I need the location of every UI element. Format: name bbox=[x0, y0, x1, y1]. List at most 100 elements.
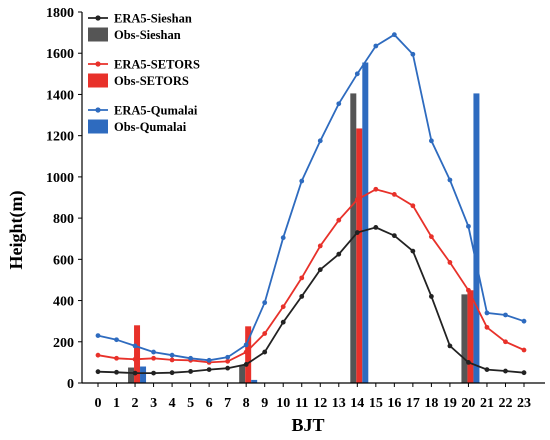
line-era5-setors bbox=[97, 188, 525, 364]
bar-obs-setors bbox=[134, 325, 141, 383]
x-tick-label: 1 bbox=[113, 396, 120, 411]
point-era5-setors bbox=[95, 352, 101, 358]
x-tick-label: 5 bbox=[187, 396, 194, 411]
legend: ERA5-Sieshan Obs-Sieshan ERA5-SETORS Obs-SE… bbox=[88, 12, 200, 134]
x-tick-label: 2 bbox=[132, 396, 139, 411]
point-era5-sieshan bbox=[521, 370, 527, 376]
x-tick-label: 18 bbox=[424, 396, 438, 411]
point-era5-setors bbox=[391, 192, 397, 197]
y-tick-label: 1200 bbox=[46, 130, 74, 145]
line-era5-sieshan bbox=[97, 226, 525, 375]
point-era5-setors bbox=[151, 355, 156, 361]
x-tick-label: 6 bbox=[206, 396, 213, 411]
x-tick-label: 20 bbox=[461, 396, 475, 411]
point-era5-sieshan bbox=[169, 370, 175, 376]
point-era5-qumalai bbox=[280, 235, 286, 241]
point-era5-qumalai bbox=[466, 223, 471, 229]
x-tick-label: 21 bbox=[480, 396, 494, 411]
bar-obs-setors bbox=[356, 128, 363, 383]
point-era5-sieshan bbox=[484, 367, 490, 373]
point-era5-qumalai bbox=[391, 32, 397, 38]
point-era5-sieshan bbox=[95, 369, 101, 375]
point-era5-setors bbox=[354, 197, 360, 202]
point-era5-qumalai bbox=[484, 310, 490, 316]
x-tick-label: 3 bbox=[150, 396, 157, 411]
point-era5-setors bbox=[503, 339, 508, 345]
point-era5-sieshan bbox=[299, 294, 305, 299]
point-era5-qumalai bbox=[225, 354, 231, 360]
point-era5-sieshan bbox=[151, 370, 156, 376]
point-era5-qumalai bbox=[336, 101, 342, 107]
point-era5-setors bbox=[169, 357, 175, 363]
point-era5-sieshan bbox=[262, 349, 268, 355]
x-tick-label: 19 bbox=[443, 396, 457, 411]
point-era5-sieshan bbox=[225, 365, 231, 371]
x-tick-label: 13 bbox=[332, 396, 346, 411]
point-era5-qumalai bbox=[410, 51, 416, 57]
bar-obs-setors bbox=[245, 326, 252, 383]
y-tick-label: 1600 bbox=[46, 47, 74, 62]
x-tick-label: 17 bbox=[406, 396, 420, 411]
legend-swatch-obs-setors bbox=[88, 73, 108, 88]
y-tick-label: 0 bbox=[67, 377, 74, 392]
point-era5-setors bbox=[114, 355, 119, 361]
y-tick-label: 800 bbox=[53, 212, 74, 227]
line-era5-qumalai bbox=[97, 33, 525, 362]
y-tick-label: 200 bbox=[53, 336, 74, 351]
point-era5-setors bbox=[299, 275, 305, 281]
legend-label-era5-qumalai: ERA5-Qumalai bbox=[114, 104, 198, 118]
bar-obs-qumalai bbox=[473, 93, 480, 384]
point-era5-sieshan bbox=[317, 267, 323, 273]
point-era5-setors bbox=[484, 324, 490, 330]
point-era5-qumalai bbox=[503, 312, 508, 318]
y-tick-label: 400 bbox=[53, 295, 74, 310]
point-era5-sieshan bbox=[373, 224, 379, 230]
x-tick-label: 15 bbox=[369, 396, 383, 411]
x-tick-label: 14 bbox=[350, 396, 364, 411]
point-era5-setors bbox=[280, 304, 286, 310]
legend-swatch-obs-qumalai bbox=[88, 119, 108, 134]
lines-layer bbox=[95, 32, 527, 376]
point-era5-sieshan bbox=[206, 367, 212, 373]
x-tick-label: 23 bbox=[517, 396, 531, 411]
point-era5-sieshan bbox=[428, 294, 434, 299]
point-era5-qumalai bbox=[132, 343, 138, 349]
point-era5-sieshan bbox=[243, 362, 249, 367]
point-era5-setors bbox=[132, 356, 138, 362]
point-era5-qumalai bbox=[151, 349, 156, 355]
point-era5-sieshan bbox=[188, 369, 194, 374]
point-era5-setors bbox=[373, 186, 379, 192]
legend-marker-era5-qumalai bbox=[95, 107, 101, 113]
x-tick-label: 8 bbox=[243, 396, 250, 411]
x-tick-label: 9 bbox=[261, 396, 268, 411]
point-era5-qumalai bbox=[188, 355, 194, 361]
point-era5-setors bbox=[317, 243, 323, 249]
point-era5-qumalai bbox=[521, 318, 527, 324]
legend-label-obs-sieshan: Obs-Sieshan bbox=[114, 28, 181, 42]
x-tick-label: 11 bbox=[295, 396, 308, 411]
point-era5-setors bbox=[225, 358, 231, 364]
point-era5-qumalai bbox=[95, 333, 101, 338]
legend-marker-era5-setors bbox=[95, 61, 101, 67]
point-era5-qumalai bbox=[447, 177, 453, 183]
point-era5-setors bbox=[410, 203, 416, 209]
point-era5-sieshan bbox=[447, 343, 453, 349]
point-era5-qumalai bbox=[299, 178, 305, 184]
bar-obs-qumalai bbox=[140, 366, 147, 383]
point-era5-qumalai bbox=[262, 300, 268, 306]
point-era5-setors bbox=[336, 217, 342, 223]
point-era5-qumalai bbox=[317, 138, 323, 144]
point-era5-qumalai bbox=[243, 342, 249, 348]
point-era5-sieshan bbox=[114, 369, 119, 375]
y-tick-label: 600 bbox=[53, 253, 74, 268]
point-era5-qumalai bbox=[169, 352, 175, 358]
y-tick-label: 1400 bbox=[46, 88, 74, 103]
bar-obs-qumalai bbox=[362, 62, 369, 383]
legend-label-era5-sieshan: ERA5-Sieshan bbox=[114, 12, 192, 26]
bar-obs-sieshan bbox=[128, 367, 135, 383]
legend-label-obs-setors: Obs-SETORS bbox=[114, 74, 189, 88]
point-era5-qumalai bbox=[373, 43, 379, 49]
point-era5-qumalai bbox=[114, 337, 119, 343]
